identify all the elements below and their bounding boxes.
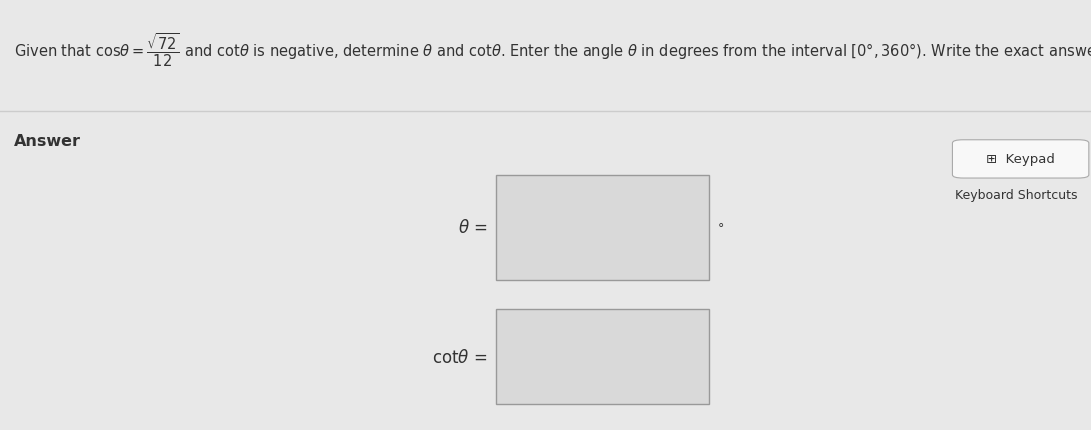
FancyBboxPatch shape (496, 175, 709, 280)
Text: °: ° (718, 221, 724, 234)
Text: $\mathrm{cot}\theta$ =: $\mathrm{cot}\theta$ = (432, 348, 488, 366)
Text: Answer: Answer (14, 134, 81, 149)
FancyBboxPatch shape (952, 141, 1089, 178)
Text: Keyboard Shortcuts: Keyboard Shortcuts (956, 188, 1078, 201)
Text: Given that $\mathrm{cos}\theta = \dfrac{\sqrt{72}}{12}$ and $\mathrm{cot}\theta$: Given that $\mathrm{cos}\theta = \dfrac{… (14, 32, 1091, 69)
FancyBboxPatch shape (496, 309, 709, 405)
Text: $\theta$ =: $\theta$ = (458, 219, 488, 237)
Text: ⊞  Keypad: ⊞ Keypad (986, 153, 1055, 166)
